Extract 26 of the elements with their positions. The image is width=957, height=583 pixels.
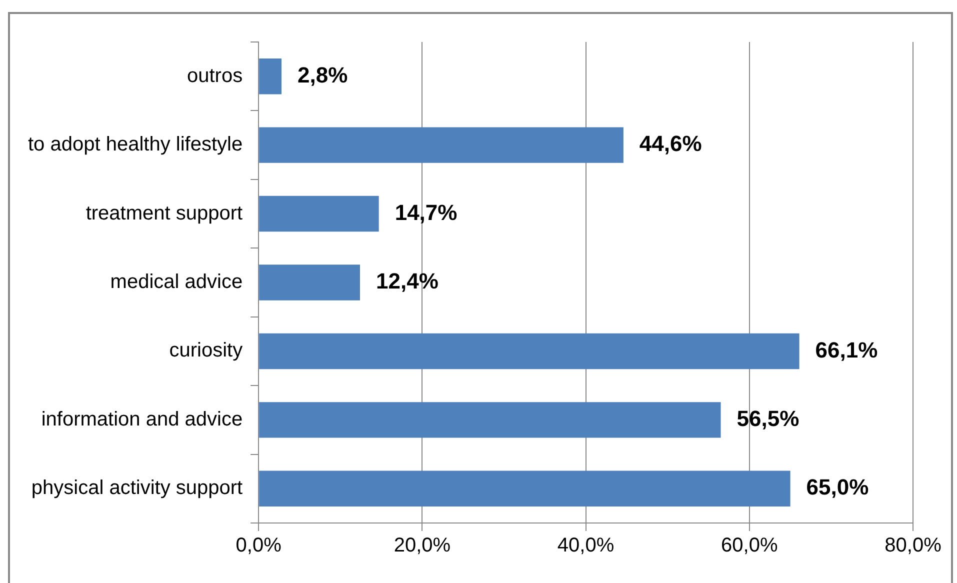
data-label: 2,8%	[297, 62, 348, 88]
data-label: 56,5%	[736, 406, 800, 431]
data-label: 44,6%	[639, 131, 702, 156]
x-tick-label: 40,0%	[557, 534, 614, 557]
y-tick-label: to adopt healthy lifestyle	[28, 134, 243, 156]
y-tick-label: treatment support	[86, 202, 244, 224]
bar	[259, 402, 721, 438]
data-label: 65,0%	[806, 474, 869, 500]
y-tick-label: medical advice	[110, 271, 243, 294]
y-tick-label: information and advice	[41, 408, 243, 430]
y-tick-label: physical activity support	[31, 477, 244, 500]
x-tick-label: 0,0%	[236, 534, 282, 557]
data-label: 12,4%	[376, 268, 438, 294]
data-label: 14,7%	[394, 200, 458, 225]
bar	[259, 264, 360, 300]
x-tick-label: 80,0%	[884, 534, 942, 557]
bar	[259, 470, 790, 507]
y-tick-label: outros	[186, 64, 243, 87]
bar	[259, 127, 624, 163]
bar	[259, 196, 379, 232]
data-label: 66,1%	[815, 337, 878, 362]
y-tick-label: curiosity	[169, 340, 243, 362]
bar	[259, 58, 282, 94]
x-tick-label: 20,0%	[394, 534, 451, 557]
bar	[259, 333, 800, 370]
x-tick-label: 60,0%	[721, 534, 778, 557]
